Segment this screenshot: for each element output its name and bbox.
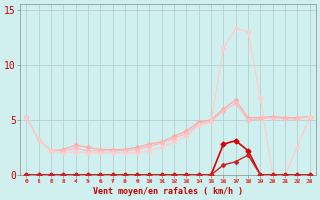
X-axis label: Vent moyen/en rafales ( km/h ): Vent moyen/en rafales ( km/h ) <box>93 187 243 196</box>
